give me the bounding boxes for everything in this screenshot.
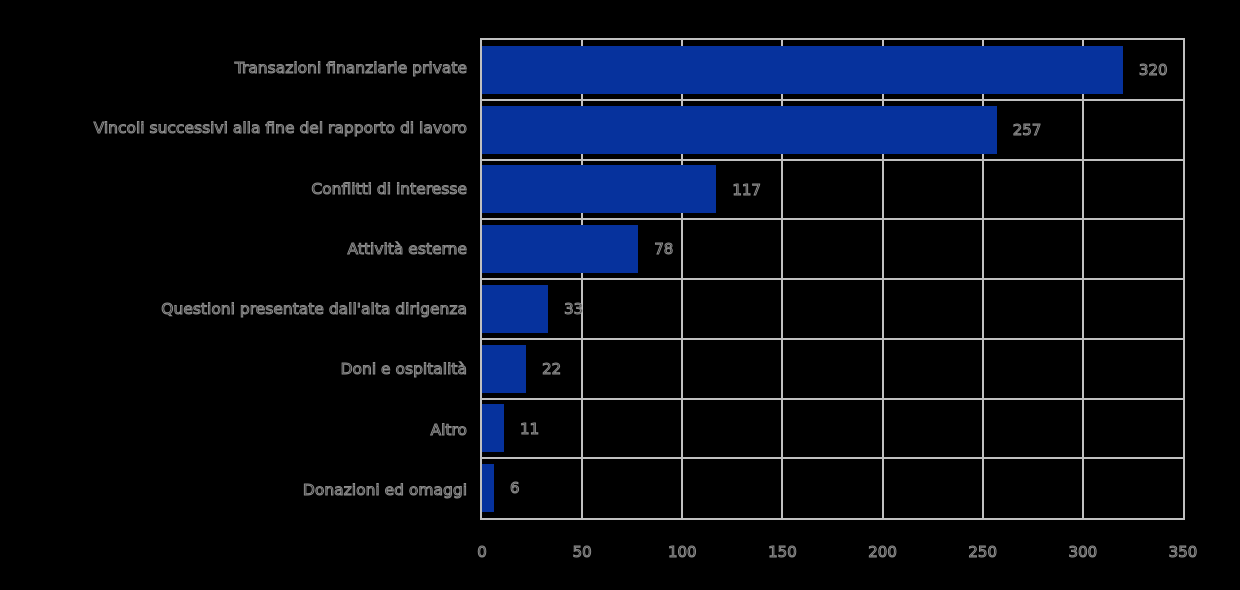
bar-value-label: 320 <box>1138 61 1168 80</box>
horizontal-gridline <box>482 457 1183 460</box>
x-tick-label: 50 <box>572 543 592 562</box>
bar-value-label: 22 <box>542 359 562 378</box>
x-tick-label: 350 <box>1168 543 1198 562</box>
bar <box>482 464 495 513</box>
category-label: Transazioni finanziarie private <box>234 59 467 78</box>
bar-value-label: 78 <box>654 240 674 259</box>
horizontal-gridline <box>482 218 1183 221</box>
x-tick-label: 0 <box>477 543 488 562</box>
category-label: Attività esterne <box>347 239 467 258</box>
plot-area: 320 257 117 78 33 22 11 6 <box>480 38 1185 520</box>
bar <box>482 45 1123 94</box>
bar <box>482 404 505 453</box>
bar-value-label: 11 <box>520 419 540 438</box>
category-axis-labels: Transazioni finanziarie private Vincoli s… <box>0 38 467 520</box>
category-label: Doni e ospitalità <box>340 360 467 379</box>
horizontal-gridline <box>482 278 1183 280</box>
bar-value-label: 117 <box>732 180 762 199</box>
category-label: Questioni presentate dall'alta dirigenza <box>161 300 468 319</box>
bar <box>482 165 717 214</box>
x-tick-label: 200 <box>868 543 898 562</box>
x-tick-label: 250 <box>968 543 998 562</box>
horizontal-gridline <box>482 397 1183 400</box>
bar-value-label: 6 <box>510 479 521 498</box>
bar-value-label: 257 <box>1012 120 1042 139</box>
horizontal-gridline <box>482 158 1183 161</box>
category-label: Vincoli successivi alla fine del rapport… <box>93 119 467 138</box>
category-label: Conflitti di interesse <box>311 179 468 198</box>
category-label: Donazioni ed omaggi <box>302 480 467 499</box>
x-tick-label: 150 <box>768 543 798 562</box>
horizontal-gridline <box>482 337 1183 340</box>
x-tick-label: 300 <box>1068 543 1098 562</box>
horizontal-gridline <box>482 98 1183 101</box>
bar <box>482 225 639 274</box>
x-tick-label: 100 <box>667 543 697 562</box>
bar-value-label: 33 <box>564 300 584 319</box>
bar <box>482 344 527 393</box>
bar <box>482 105 997 154</box>
bar <box>482 284 549 333</box>
category-label: Altro <box>430 420 468 439</box>
